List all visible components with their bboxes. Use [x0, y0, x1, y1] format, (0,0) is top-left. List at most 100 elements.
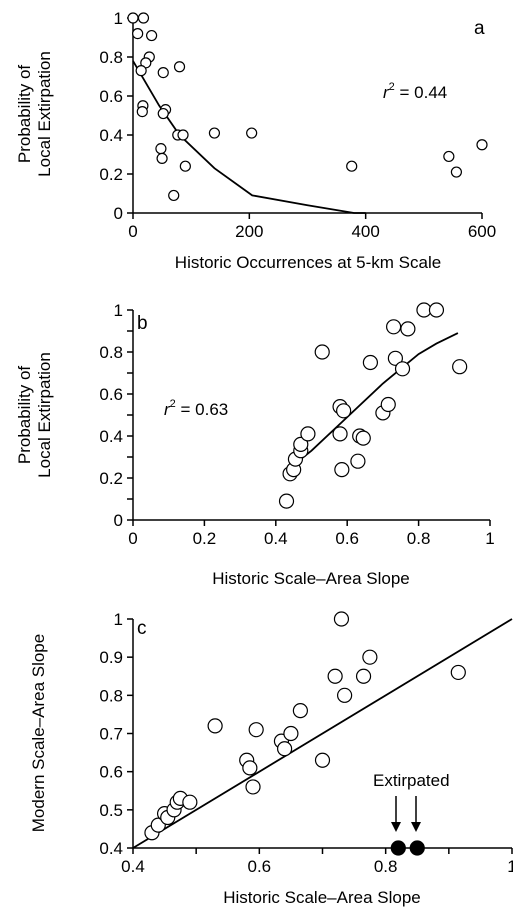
panel-b-ylabel-line1: Probability of — [15, 366, 34, 465]
panel-a: a Probability of Local Extirpation Histo… — [15, 18, 485, 272]
panel-a-data-point — [443, 150, 455, 163]
panel-c-data-point — [450, 664, 466, 681]
panel-b-data-point — [293, 436, 309, 452]
panel-a-y-tick-label: 0.8 — [99, 48, 123, 67]
panel-a-data-point — [155, 143, 167, 155]
panel-b-x-tick-label: 0.6 — [335, 529, 359, 548]
panel-b-data-point — [278, 493, 295, 509]
panel-c-data-point — [355, 668, 372, 684]
panel-a-y-tick-label: 0.4 — [99, 126, 123, 145]
panel-a-y-tick-label: 0.2 — [99, 165, 123, 184]
panel-b-data-point — [336, 403, 352, 419]
panel-c-y-tick-label: 0.6 — [99, 763, 123, 782]
panel-b-letter: b — [137, 313, 148, 334]
panel-a-data-point — [179, 160, 191, 172]
panel-b-y-tick-label: 0 — [114, 511, 123, 530]
panel-b-fit-line — [289, 332, 459, 469]
panel-a-data-point — [146, 29, 158, 42]
panel-c-data-point — [248, 722, 264, 738]
panel-b-xlabel: Historic Scale–Area Slope — [212, 569, 409, 588]
panel-c-x-tick-label: 1 — [507, 857, 513, 876]
panel-c-x-tick-label: 0.6 — [248, 857, 272, 876]
panel-a-data-point — [177, 129, 189, 141]
panel-b-y-tick-label: 0.4 — [99, 427, 123, 446]
panel-c-xlabel: Historic Scale–Area Slope — [223, 888, 420, 907]
panel-c-data-point — [314, 752, 331, 768]
panel-a-data-point — [137, 12, 150, 24]
panel-c-data-point — [242, 760, 258, 776]
panel-a-plot: 0 200 400 600 0 0.2 0.4 0.6 0.8 1 — [99, 9, 496, 241]
panel-c-extirpated-point — [390, 840, 406, 856]
panel-b-data-point — [387, 350, 403, 366]
panel-c-x-tick-label: 0.4 — [121, 857, 145, 876]
panel-a-data-point — [156, 152, 168, 164]
panel-b-r2-annotation: r2 = 0.63 — [164, 398, 228, 419]
panel-c-extirpated-point — [409, 840, 425, 856]
panel-b-data-point — [350, 453, 366, 469]
panel-c-fit-line — [132, 618, 513, 849]
panel-a-data-point — [127, 12, 139, 24]
panel-b-y-tick-label: 0.2 — [99, 469, 123, 488]
panel-c-data-point — [283, 725, 299, 742]
panel-b-y-tick-label: 0.6 — [99, 385, 123, 404]
panel-a-x-tick-label: 0 — [128, 222, 137, 241]
panel-b-x-tick-label: 0.2 — [193, 529, 217, 548]
panel-c-data-point — [182, 794, 198, 810]
panel-a-data-point — [173, 61, 186, 73]
panel-c-y-tick-label: 0.7 — [99, 725, 123, 744]
panel-c-data-point — [277, 741, 293, 757]
panel-c: c Modern Scale–Area Slope Historic Scale… — [29, 618, 450, 907]
panel-b-data-point — [452, 359, 468, 375]
panel-c-data-point — [327, 668, 343, 684]
panel-a-data-point — [157, 107, 169, 120]
panel-a-x-tick-label: 600 — [468, 222, 496, 241]
panel-c-arrowhead-left — [391, 822, 401, 832]
panel-a-y-tick-label: 0 — [114, 204, 123, 223]
panel-a-letter: a — [474, 18, 485, 39]
panel-a-data-point — [450, 166, 463, 178]
panel-c-data-point — [362, 649, 378, 665]
panel-a-x-tick-label: 400 — [351, 222, 379, 241]
panel-a-data-point — [208, 127, 221, 139]
panel-c-x-tick-label: 0.8 — [374, 857, 398, 876]
panel-a-data-point — [168, 189, 180, 202]
panel-c-data-point — [292, 702, 308, 719]
panel-b-plot: 0 0.2 0.4 0.6 0.8 1 0 0.2 0.4 0.6 0.8 1 — [99, 301, 494, 548]
panel-b-data-point — [300, 426, 316, 442]
panel-b-data-point — [380, 396, 396, 413]
panel-b-y-tick-label: 1 — [114, 301, 123, 320]
panel-a-xlabel: Historic Occurrences at 5-km Scale — [175, 253, 441, 272]
panel-c-y-tick-label: 0.9 — [99, 648, 123, 667]
panel-b-data-point — [428, 302, 445, 318]
panel-b-x-tick-label: 1 — [485, 529, 494, 548]
panel-b-data-point — [362, 354, 379, 371]
panel-a-ylabel-line2: Local Extirpation — [35, 51, 54, 177]
panel-a-data-point — [132, 27, 144, 40]
panel-c-extirpated-label: Extirpated — [373, 771, 450, 790]
panel-c-plot: 0.4 0.6 0.8 1 0.4 0.5 0.6 0.7 0.8 0.9 1 — [99, 610, 513, 876]
panel-b-data-point — [332, 426, 348, 442]
panel-c-data-point — [333, 611, 350, 627]
panel-c-y-tick-label: 0.5 — [99, 801, 123, 820]
panel-b-data-point — [386, 319, 402, 335]
panel-c-y-tick-label: 1 — [114, 610, 123, 629]
panel-a-data-point — [157, 66, 169, 79]
panel-b-data-point — [400, 321, 416, 337]
panel-c-data-point — [207, 718, 223, 734]
panel-b-data-point — [355, 430, 371, 446]
panel-b-data-point — [314, 344, 330, 360]
panel-c-letter: c — [137, 618, 147, 639]
panel-b-data-point — [334, 462, 350, 478]
panel-a-y-tick-label: 1 — [114, 9, 123, 28]
panel-a-data-point — [476, 139, 488, 151]
panel-b-x-tick-label: 0 — [128, 529, 137, 548]
panel-b: b Probability of Local Extirpation Histo… — [15, 313, 410, 588]
panel-b-ylabel-line2: Local Extirpation — [35, 352, 54, 478]
panel-b-x-tick-label: 0.4 — [264, 529, 288, 548]
panel-c-y-tick-label: 0.4 — [99, 839, 123, 858]
panel-a-data-point — [346, 160, 358, 172]
panel-c-arrowhead-right — [411, 822, 421, 832]
panel-a-data-point — [246, 127, 258, 139]
